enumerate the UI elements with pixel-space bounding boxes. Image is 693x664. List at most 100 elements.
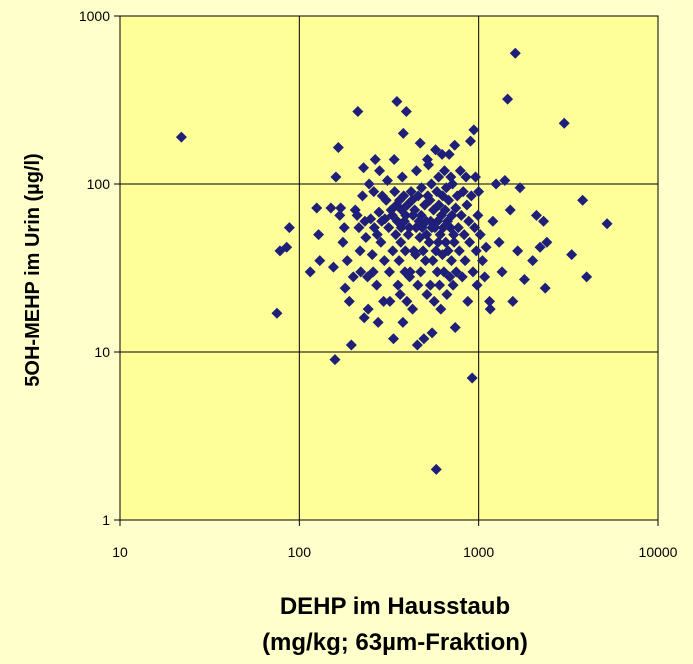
data-point — [443, 148, 455, 160]
data-point — [454, 165, 466, 177]
data-point — [358, 312, 370, 324]
data-point — [384, 295, 396, 307]
data-point — [281, 241, 293, 253]
data-point — [410, 249, 422, 261]
data-point — [325, 202, 337, 214]
data-point — [471, 279, 483, 291]
data-point — [430, 463, 442, 475]
data-point — [472, 209, 484, 221]
data-point — [530, 209, 542, 221]
data-point — [538, 215, 550, 227]
y-tick-label: 1 — [102, 512, 110, 528]
data-point — [352, 106, 364, 118]
data-point — [601, 218, 613, 230]
data-point — [446, 209, 458, 221]
data-point — [327, 261, 339, 273]
data-point — [391, 95, 403, 107]
data-point — [462, 295, 474, 307]
data-point — [405, 186, 417, 198]
data-point — [353, 222, 365, 234]
data-point — [450, 202, 462, 214]
data-point — [399, 245, 411, 257]
data-point — [411, 339, 423, 351]
data-point — [428, 295, 440, 307]
data-point — [493, 236, 505, 248]
data-point — [422, 159, 434, 171]
x-tick-label: 10 — [112, 544, 128, 560]
data-points — [175, 47, 613, 475]
data-point — [527, 255, 539, 267]
data-point — [416, 182, 428, 194]
data-point — [343, 295, 355, 307]
data-point — [400, 209, 412, 221]
data-point — [383, 222, 395, 234]
y-tick-label: 100 — [87, 176, 111, 192]
data-point — [577, 194, 589, 206]
data-point — [439, 165, 451, 177]
data-point — [351, 209, 363, 221]
data-point — [332, 141, 344, 153]
data-point — [393, 255, 405, 267]
data-point — [431, 266, 443, 278]
data-point — [415, 266, 427, 278]
data-point — [447, 178, 459, 190]
data-point — [566, 249, 578, 261]
data-point — [456, 271, 468, 283]
data-point — [330, 171, 342, 183]
data-point — [341, 255, 353, 267]
data-point — [381, 174, 393, 186]
data-point — [404, 266, 416, 278]
data-point — [448, 229, 460, 241]
data-point — [363, 178, 375, 190]
data-point — [314, 255, 326, 267]
data-point — [313, 229, 325, 241]
data-point — [410, 165, 422, 177]
data-point — [371, 279, 383, 291]
data-point — [368, 186, 380, 198]
data-point — [409, 204, 421, 216]
data-point — [463, 215, 475, 227]
data-point — [412, 190, 424, 202]
data-point — [581, 271, 593, 283]
data-point — [378, 295, 390, 307]
data-point — [479, 271, 491, 283]
data-point — [461, 199, 473, 211]
data-point — [356, 190, 368, 202]
data-point — [372, 316, 384, 328]
data-point — [464, 135, 476, 147]
data-point — [387, 333, 399, 345]
data-point — [374, 165, 386, 177]
data-point — [345, 339, 357, 351]
data-point — [355, 266, 367, 278]
data-point — [480, 241, 492, 253]
y-tick-label: 10 — [94, 344, 110, 360]
data-point — [338, 222, 350, 234]
data-point — [469, 222, 481, 234]
data-point — [448, 236, 460, 248]
data-point — [369, 153, 381, 165]
data-point — [504, 204, 516, 216]
data-point — [433, 171, 445, 183]
data-point — [459, 255, 471, 267]
data-point — [442, 245, 454, 257]
data-point — [450, 266, 462, 278]
y-tick-label: 1000 — [79, 8, 110, 24]
data-point — [426, 327, 438, 339]
data-point — [419, 255, 431, 267]
x-tick-label: 100 — [288, 544, 312, 560]
data-point — [427, 255, 439, 267]
data-point — [175, 131, 187, 143]
data-point — [403, 222, 415, 234]
data-point — [466, 372, 478, 384]
data-point — [397, 316, 409, 328]
data-point — [539, 282, 551, 294]
data-point — [366, 249, 378, 261]
data-point — [467, 266, 479, 278]
data-point — [334, 209, 346, 221]
data-point — [518, 274, 530, 286]
data-point — [457, 186, 469, 198]
data-point — [453, 245, 465, 257]
data-point — [365, 213, 377, 225]
data-point — [514, 182, 526, 194]
data-point — [460, 171, 472, 183]
